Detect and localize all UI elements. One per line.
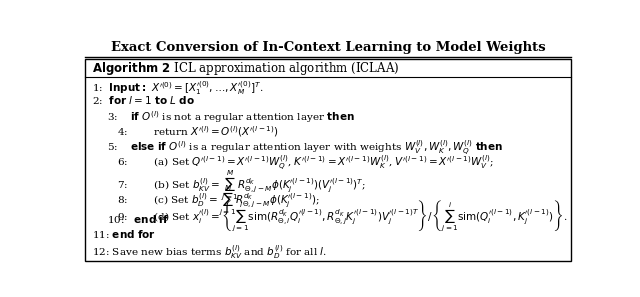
Text: $\mathbf{Algorithm\ 2}$ ICL approximation algorithm (ICLAA): $\mathbf{Algorithm\ 2}$ ICL approximatio…	[92, 60, 400, 77]
Text: 7:        (b) Set $b_{KV}^{(l)}=\sum_{j=1}^{M}R_{\Theta,j-M}^{d_K}\phi(K_j^{\pri: 7: (b) Set $b_{KV}^{(l)}=\sum_{j=1}^{M}R…	[117, 169, 366, 203]
Text: 8:        (c) Set $b_D^{(l)}=\sum_{j=1}^{M}R_{\Theta,j-M}^{d_K}\phi(K_j^{\prime(: 8: (c) Set $b_D^{(l)}=\sum_{j=1}^{M}R_{\…	[117, 184, 320, 217]
Text: 4:        return $X^{\prime(l)}=O^{(l)}(X^{\prime(l-1)})$: 4: return $X^{\prime(l)}=O^{(l)}(X^{\pri…	[117, 124, 278, 139]
Text: 9:        (d) Set $x_i^{\prime(l)}=\left\{\sum_{j=1}^{i}\mathrm{sim}(R_{\Theta,i: 9: (d) Set $x_i^{\prime(l)}=\left\{\sum_…	[117, 198, 568, 234]
Text: 2:  $\mathbf{for}$ $l=1$ $\mathbf{to}$ $L$ $\mathbf{do}$: 2: $\mathbf{for}$ $l=1$ $\mathbf{to}$ $L…	[92, 94, 195, 106]
Text: 5:    $\mathbf{else\ if}$ $O^{(l)}$ is a regular attention layer with weights $W: 5: $\mathbf{else\ if}$ $O^{(l)}$ is a re…	[108, 139, 503, 158]
FancyBboxPatch shape	[85, 59, 571, 261]
Text: 3:    $\mathbf{if}$ $O^{(l)}$ is not a regular attention layer $\mathbf{then}$: 3: $\mathbf{if}$ $O^{(l)}$ is not a regu…	[108, 109, 355, 125]
Text: 6:        (a) Set $Q^{\prime(l-1)}=X^{\prime(l-1)}W_Q^{(l)}$, $K^{\prime(l-1)}=X: 6: (a) Set $Q^{\prime(l-1)}=X^{\prime(l-…	[117, 154, 494, 173]
Text: Exact Conversion of In-Context Learning to Model Weights: Exact Conversion of In-Context Learning …	[111, 41, 545, 54]
Text: 10:   $\mathbf{end\ if}$: 10: $\mathbf{end\ if}$	[108, 213, 170, 225]
Text: 11: $\mathbf{end\ for}$: 11: $\mathbf{end\ for}$	[92, 228, 156, 240]
Text: 1:  $\mathbf{Input:}$ $X^{\prime(0)}=[X_1^{\prime(0)},\ldots,X_M^{\prime(0)}]^T$: 1: $\mathbf{Input:}$ $X^{\prime(0)}=[X_1…	[92, 80, 264, 97]
Text: 12: Save new bias terms $b_{KV}^{(l)}$ and $b_D^{(l)}$ for all $l$.: 12: Save new bias terms $b_{KV}^{(l)}$ a…	[92, 243, 328, 261]
